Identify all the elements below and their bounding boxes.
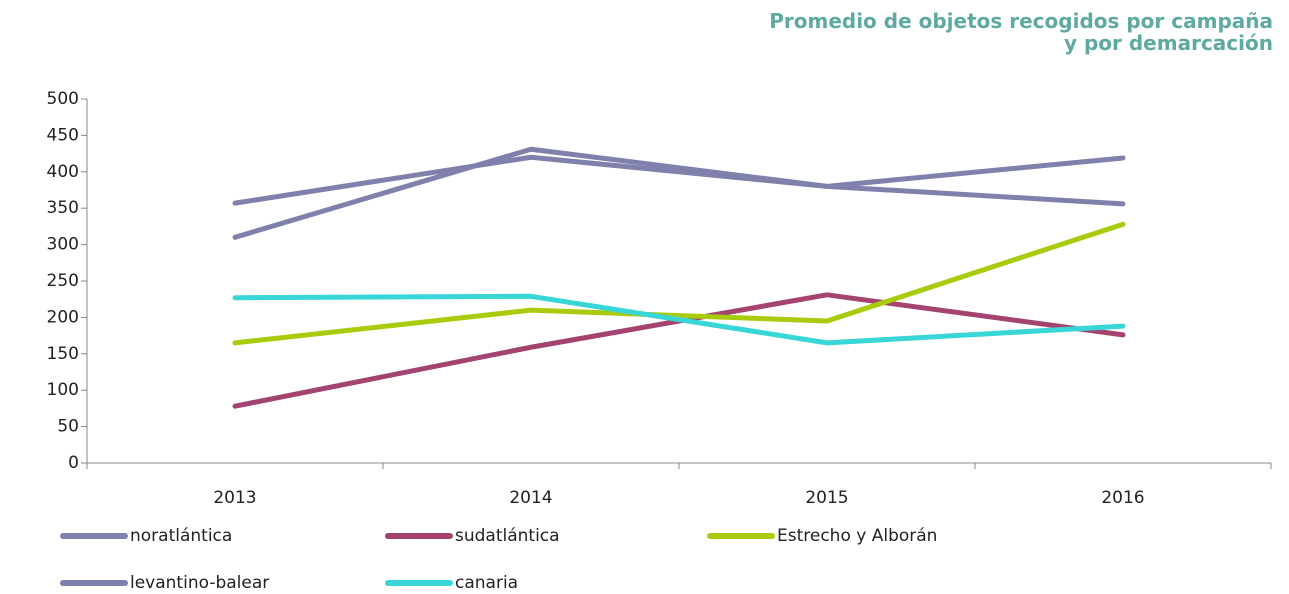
series-line (232, 154, 1126, 207)
legend-label: levantino-balear (130, 573, 269, 593)
legend-label: sudatlántica (455, 526, 560, 546)
series-line (232, 221, 1126, 346)
y-tick-label: 150 (47, 344, 79, 364)
series-line (232, 293, 1126, 346)
y-tick-label: 350 (47, 198, 79, 218)
x-tick-label: 2016 (1101, 488, 1144, 508)
x-tick-label: 2013 (213, 488, 256, 508)
y-tick-label: 200 (47, 307, 79, 327)
y-tick-label: 300 (47, 235, 79, 255)
series-line (232, 146, 1126, 240)
y-tick-label: 250 (47, 271, 79, 291)
y-tick-label: 100 (47, 380, 79, 400)
legend-label: Estrecho y Alborán (777, 526, 937, 546)
title-line: y por demarcación (1064, 31, 1273, 55)
y-tick-label: 400 (47, 162, 79, 182)
y-tick-label: 500 (47, 89, 79, 109)
title-line: Promedio de objetos recogidos por campañ… (769, 9, 1273, 33)
x-tick-label: 2015 (805, 488, 848, 508)
y-tick-label: 50 (57, 417, 79, 437)
x-tick-label: 2014 (509, 488, 552, 508)
y-tick-label: 0 (68, 453, 79, 473)
series-line (232, 292, 1126, 409)
legend-label: canaria (455, 573, 518, 593)
chart-title: Promedio de objetos recogidos por campañ… (769, 9, 1273, 55)
legend-label: noratlántica (130, 526, 232, 546)
y-tick-label: 450 (47, 125, 79, 145)
